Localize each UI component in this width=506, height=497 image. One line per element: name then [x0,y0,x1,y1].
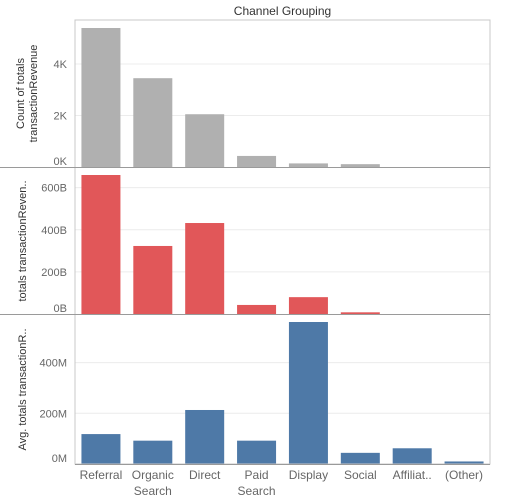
x-axis: Referral Organic Search Direct Paid Search Dis… [80,468,483,497]
y-tick-label: 2K [54,111,68,123]
bar-sum-1 [133,245,173,314]
y-tick-label: 400B [41,225,67,237]
x-tick-label: Social [344,468,377,482]
bar-avg-0 [81,434,121,464]
x-tick-label: Paid Search [238,468,276,497]
x-tick-label: Direct [189,468,221,482]
x-tick-label-line: Search [134,484,172,497]
bar-avg-2 [185,409,225,464]
y-axis-label-line: Count of totals [15,58,27,129]
panel-count: 0K 2K 4K Count of totalstransactionRevenue [15,28,490,168]
x-tick-label-line: Referral [80,468,123,482]
bar-avg-5 [340,452,380,464]
y-axis-label: Count of totalstransactionRevenue [15,45,40,143]
bar-sum-4 [288,297,328,314]
y-tick-label: 0B [54,303,67,315]
x-tick-label-line: (Other) [445,468,483,482]
y-axis-label: Avg. totals transactionR.. [17,328,29,450]
x-tick-label-line: Social [344,468,377,482]
x-tick-label: Organic Search [132,468,174,497]
bar-avg-4 [288,322,328,464]
bar-count-3 [237,155,277,167]
chart-title: Channel Grouping [234,4,331,18]
y-axis-label-line: transactionRevenue [28,45,40,143]
bar-count-2 [185,114,225,167]
x-tick-label: Display [289,468,328,482]
panel-avg: 0M 200M 400M Avg. totals transactionR.. [17,322,490,465]
bar-count-4 [288,163,328,167]
bar-sum-3 [237,304,277,314]
bar-avg-7 [444,461,484,464]
bar-sum-0 [81,175,121,314]
bar-count-0 [81,28,121,167]
panel-sum: 0B 200B 400B 600B totals transactionReven.. [17,175,490,315]
x-tick-label: (Other) [445,468,483,482]
bar-count-1 [133,78,173,167]
y-tick-label: 0M [52,453,67,465]
bar-sum-2 [185,223,225,314]
y-tick-label: 4K [54,59,68,71]
bar-avg-3 [237,440,277,464]
bar-sum-5 [340,312,380,314]
y-tick-label: 0K [54,156,68,168]
x-tick-label-line: Paid [245,468,269,482]
x-tick-label-line: Affiliat.. [393,468,432,482]
bar-count-5 [340,164,380,167]
y-tick-label: 200M [39,408,67,420]
x-tick-label-line: Search [238,484,276,497]
bar-avg-6 [392,448,432,464]
y-axis-label: totals transactionReven.. [17,180,29,301]
y-tick-label: 400M [39,358,67,370]
x-tick-label: Referral [80,468,123,482]
bar-avg-1 [133,440,173,464]
y-axis-label-line: totals transactionReven.. [17,180,29,301]
y-tick-label: 600B [41,183,67,195]
y-tick-label: 200B [41,267,67,279]
x-tick-label-line: Display [289,468,328,482]
x-tick-label: Affiliat.. [393,468,432,482]
y-axis-label-line: Avg. totals transactionR.. [17,328,29,450]
x-tick-label-line: Direct [189,468,221,482]
x-tick-label-line: Organic [132,468,174,482]
